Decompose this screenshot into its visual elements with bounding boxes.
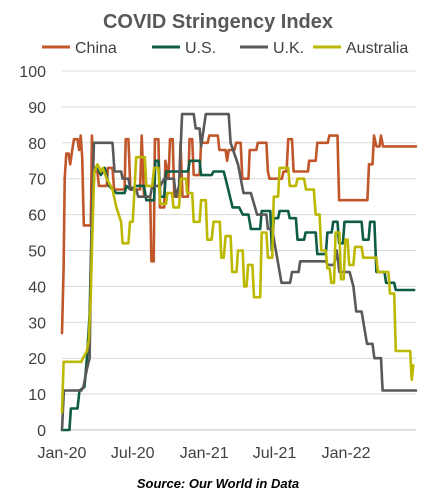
legend-label: Australia — [346, 40, 408, 57]
x-axis-tick-labels: Jan-20 Jul-20 Jan-21 Jul-21 Jan-22 — [38, 445, 371, 462]
series-lines — [60, 112, 418, 432]
y-tick-label: 100 — [19, 64, 46, 81]
x-tick-label: Jan-20 — [38, 445, 87, 462]
source-note: Source: Our World in Data — [137, 476, 299, 491]
y-tick-label: 90 — [28, 100, 46, 117]
y-tick-label: 10 — [28, 387, 46, 404]
x-tick-label: Jan-21 — [180, 445, 229, 462]
y-tick-label: 70 — [28, 172, 46, 189]
y-tick-label: 40 — [28, 279, 46, 296]
y-axis-tick-labels: 0 10 20 30 40 50 60 70 80 90 100 — [19, 64, 46, 440]
series-line-australia — [60, 155, 415, 414]
x-tick-label: Jan-22 — [322, 445, 371, 462]
legend-label: U.K. — [273, 40, 304, 57]
chart-title: COVID Stringency Index — [103, 11, 333, 33]
legend-label: China — [75, 40, 117, 57]
legend-label: U.S. — [185, 40, 216, 57]
series-line-u-k — [60, 112, 418, 432]
series-line-u-s — [60, 159, 416, 432]
y-tick-label: 0 — [37, 423, 46, 440]
y-tick-label: 60 — [28, 208, 46, 225]
x-tick-label: Jul-21 — [253, 445, 297, 462]
y-tick-label: 80 — [28, 136, 46, 153]
x-tick-label: Jul-20 — [111, 445, 155, 462]
y-tick-label: 30 — [28, 315, 46, 332]
y-tick-label: 20 — [28, 351, 46, 368]
y-tick-label: 50 — [28, 244, 46, 261]
legend: China U.S. U.K. Australia — [42, 40, 408, 57]
